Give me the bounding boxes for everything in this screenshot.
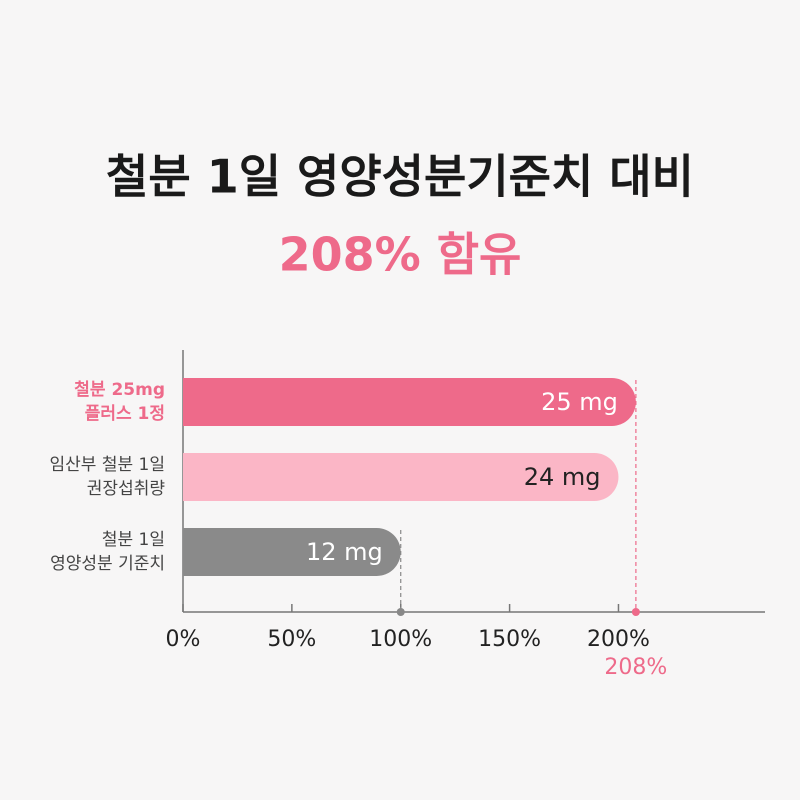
x-tick-label: 150% <box>478 627 541 652</box>
category-label: 플러스 1정 <box>85 404 165 424</box>
chart-subtitle: 208% 함유 <box>279 228 522 282</box>
bar <box>183 378 636 426</box>
value-label: 24 mg <box>524 463 601 491</box>
chart-title: 철분 1일 영양성분기준치 대비 <box>106 150 694 204</box>
x-tick-label: 100% <box>369 627 432 652</box>
bar <box>183 528 401 576</box>
bar <box>183 453 619 501</box>
highlight-tick-label: 208% <box>604 655 667 680</box>
x-tick-label: 0% <box>166 627 201 652</box>
category-label: 철분 1일 <box>102 530 165 550</box>
category-label: 임산부 철분 1일 <box>50 455 165 475</box>
x-tick-label: 50% <box>267 627 316 652</box>
x-tick-label: 200% <box>587 627 650 652</box>
category-label: 권장섭취량 <box>87 479 166 499</box>
highlight-dot <box>631 608 640 616</box>
category-label: 철분 25mg <box>74 380 165 400</box>
reference-dot <box>396 608 405 616</box>
category-label: 영양성분 기준치 <box>50 554 165 574</box>
value-label: 25 mg <box>541 388 618 416</box>
value-label: 12 mg <box>306 538 383 566</box>
